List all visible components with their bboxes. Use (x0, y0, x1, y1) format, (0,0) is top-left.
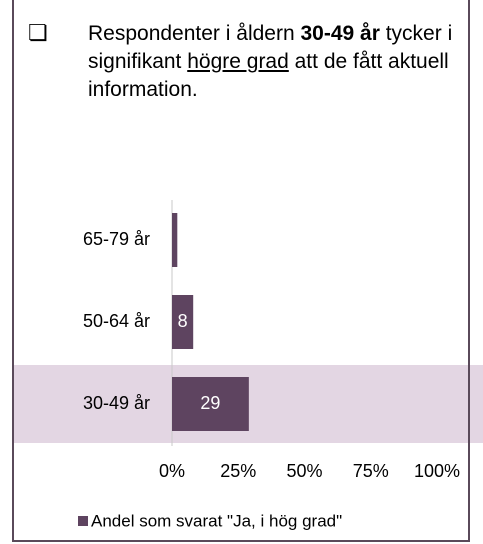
frame (12, 0, 470, 542)
text-run: att de fått aktuell information. (88, 50, 449, 101)
legend-swatch (78, 516, 88, 526)
text-run: högre grad (187, 50, 289, 73)
x-tick-label: 0% (159, 461, 185, 481)
bullet-icon: ❏ (28, 20, 48, 45)
data-label: 8 (178, 311, 188, 331)
y-tick-label: 65-79 år (83, 229, 150, 249)
bar (172, 377, 249, 431)
x-tick-label: 75% (353, 461, 389, 481)
data-label: 29 (200, 393, 220, 413)
text-run: 30-49 år (300, 22, 380, 45)
bar (172, 295, 194, 349)
y-tick-label: 50-64 år (83, 311, 150, 331)
bullet-text: Respondenter i åldern 30-49 år tycker i … (88, 20, 468, 104)
bar (172, 213, 178, 267)
y-tick-label: 30-49 år (83, 393, 150, 413)
text-run: Respondenter i åldern (88, 22, 301, 45)
text-run: tycker i signifikant (88, 22, 453, 73)
x-tick-label: 50% (286, 461, 322, 481)
x-tick-label: 100% (414, 461, 460, 481)
x-tick-label: 25% (220, 461, 256, 481)
legend-label: Andel som svarat "Ja, i hög grad" (91, 511, 342, 530)
